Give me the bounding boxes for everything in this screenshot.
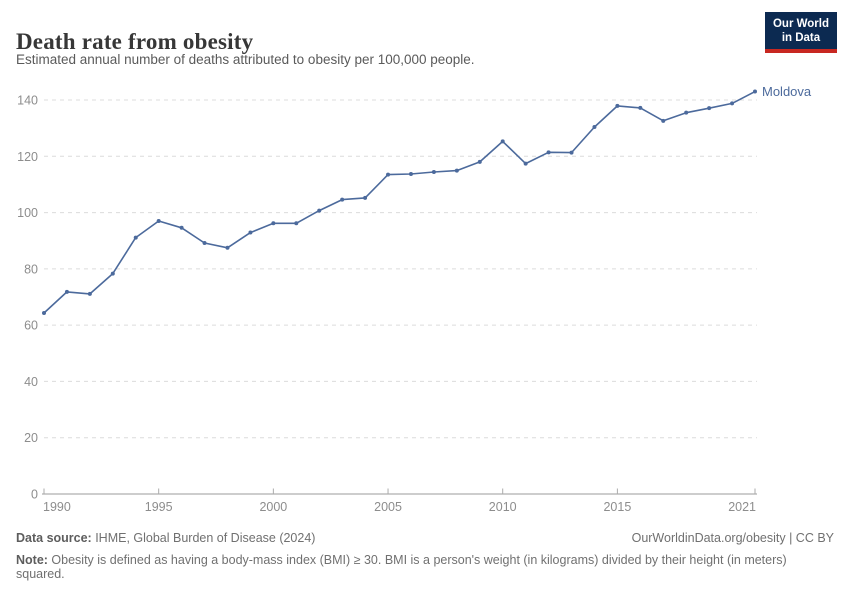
data-point[interactable] <box>202 240 207 245</box>
data-point[interactable] <box>87 291 92 296</box>
data-point[interactable] <box>340 197 345 202</box>
y-axis-label: 40 <box>24 375 38 389</box>
data-point[interactable] <box>431 170 436 175</box>
data-source-text: IHME, Global Burden of Disease (2024) <box>91 531 316 545</box>
data-point[interactable] <box>225 245 230 250</box>
data-point[interactable] <box>386 172 391 177</box>
data-point[interactable] <box>500 139 505 144</box>
x-axis-label: 1995 <box>145 500 173 514</box>
data-source: Data source: IHME, Global Burden of Dise… <box>16 531 315 545</box>
data-point[interactable] <box>615 103 620 108</box>
data-point[interactable] <box>110 271 115 276</box>
x-axis-label: 2021 <box>728 500 756 514</box>
data-point[interactable] <box>523 161 528 166</box>
data-point[interactable] <box>638 105 643 110</box>
y-axis-label: 80 <box>24 262 38 276</box>
data-point[interactable] <box>661 118 666 123</box>
rights-link[interactable]: OurWorldinData.org/obesity | CC BY <box>631 531 834 545</box>
series-line-moldova[interactable] <box>43 90 756 314</box>
note-text: Obesity is defined as having a body-mass… <box>16 553 787 582</box>
data-point[interactable] <box>294 221 299 226</box>
owid-logo[interactable]: Our World in Data <box>764 12 837 54</box>
y-axis-label: 60 <box>24 319 38 333</box>
y-axis-label: 120 <box>17 150 38 164</box>
data-point[interactable] <box>546 150 551 155</box>
x-axis-label: 2010 <box>489 500 517 514</box>
y-axis-label: 0 <box>31 488 38 502</box>
y-axis-label: 140 <box>17 94 38 108</box>
data-point[interactable] <box>64 289 69 294</box>
data-point[interactable] <box>753 89 757 94</box>
x-axis-label: 2000 <box>259 500 287 514</box>
data-point[interactable] <box>707 106 712 111</box>
data-point[interactable] <box>477 159 482 164</box>
data-point[interactable] <box>133 235 138 240</box>
data-point[interactable] <box>271 221 276 226</box>
data-point[interactable] <box>408 172 413 177</box>
data-source-label: Data source: <box>16 531 92 545</box>
y-axis-label: 100 <box>17 206 38 220</box>
data-point[interactable] <box>684 110 689 115</box>
chart-subtitle: Estimated annual number of deaths attrib… <box>16 52 475 67</box>
data-point[interactable] <box>592 125 597 130</box>
chart-note: Note: Obesity is defined as having a bod… <box>16 553 798 582</box>
data-point[interactable] <box>317 208 322 213</box>
entity-label-moldova[interactable]: Moldova <box>762 84 812 99</box>
owid-logo-line1: Our World <box>772 18 829 30</box>
data-point[interactable] <box>156 219 161 224</box>
chart-title: Death rate from obesity <box>16 29 254 55</box>
data-point[interactable] <box>363 195 368 200</box>
x-axis-label: 2015 <box>603 500 631 514</box>
footer: Data source: IHME, Global Burden of Dise… <box>16 531 834 545</box>
data-point[interactable] <box>42 311 46 316</box>
data-point[interactable] <box>248 230 253 235</box>
data-point[interactable] <box>730 101 735 106</box>
note-label: Note: <box>16 553 48 567</box>
x-axis-label: 2005 <box>374 500 402 514</box>
data-point[interactable] <box>454 168 459 173</box>
data-point[interactable] <box>569 150 574 155</box>
x-axis-label: 1990 <box>43 500 71 514</box>
y-axis-label: 20 <box>24 431 38 445</box>
owid-logo-line2: in Data <box>781 32 821 45</box>
data-point[interactable] <box>179 225 184 230</box>
